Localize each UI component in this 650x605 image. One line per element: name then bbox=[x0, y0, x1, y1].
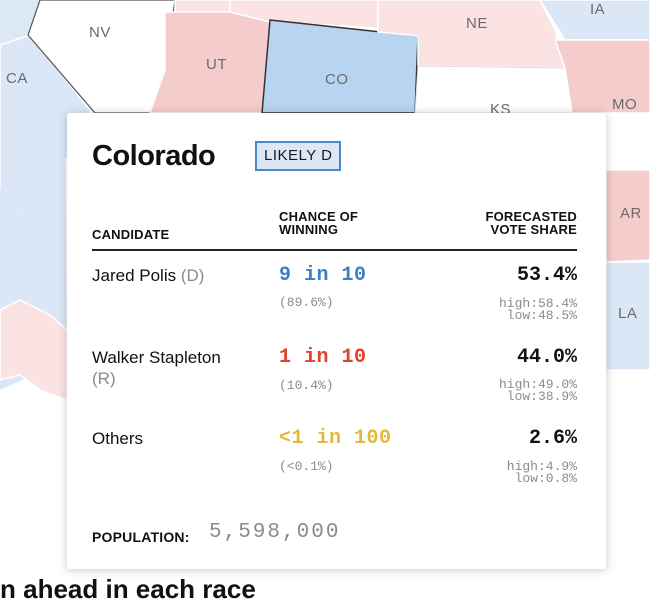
state-label-mo: MO bbox=[612, 96, 638, 113]
chance-percent: (10.4%) bbox=[279, 378, 334, 393]
chance-of-winning: 1 in 10 bbox=[279, 346, 367, 369]
header-divider bbox=[92, 249, 577, 251]
candidate-name: Others bbox=[92, 428, 143, 449]
map-lake bbox=[12, 197, 18, 203]
candidate-name-text: Walker Stapleton bbox=[92, 348, 221, 367]
map-state-ar[interactable] bbox=[605, 169, 650, 263]
vote-share-high: high:49.0% bbox=[498, 377, 577, 392]
candidate-name-text: Jared Polis bbox=[92, 266, 177, 285]
vote-share-low: low:0.8% bbox=[514, 471, 577, 486]
section-heading: n ahead in each race bbox=[0, 574, 256, 604]
state-label-ut: UT bbox=[206, 56, 227, 73]
state-label-ar: AR bbox=[620, 205, 642, 222]
population-label: POPULATION: bbox=[92, 529, 190, 545]
state-label-la: LA bbox=[618, 305, 638, 322]
vote-share-low: low:38.9% bbox=[506, 389, 577, 404]
chance-percent: (89.6%) bbox=[279, 295, 334, 310]
chance-header-line2: WINNING bbox=[279, 222, 339, 237]
population-value: 5,598,000 bbox=[209, 521, 341, 544]
vote-share-high: high:4.9% bbox=[506, 459, 577, 474]
state-label-nv: NV bbox=[89, 24, 111, 41]
chance-of-winning: <1 in 100 bbox=[279, 427, 392, 450]
state-forecast-card: Colorado LIKELY D CANDIDATE CHANCE OF WI… bbox=[67, 113, 606, 569]
forecasted-vote-share: 2.6% bbox=[528, 427, 577, 450]
map-state-la[interactable] bbox=[605, 261, 650, 371]
state-label-ia: IA bbox=[590, 1, 606, 18]
map-lake bbox=[20, 209, 24, 213]
rating-badge: LIKELY D bbox=[255, 141, 342, 171]
chance-of-winning: 9 in 10 bbox=[279, 264, 367, 287]
vote-share-low: low:48.5% bbox=[506, 308, 577, 323]
state-label-ne: NE bbox=[466, 15, 488, 32]
vote-share-range: high:49.0% low:38.9% bbox=[498, 377, 577, 404]
forecast-header-line1: FORECASTED bbox=[485, 209, 577, 224]
vote-share-range: high:58.4% low:48.5% bbox=[498, 296, 577, 323]
candidate-party: (D) bbox=[180, 266, 205, 285]
vote-share-range: high:4.9% low:0.8% bbox=[506, 459, 577, 486]
state-name: Colorado bbox=[92, 140, 216, 172]
state-label-co: CO bbox=[325, 71, 349, 88]
state-label-ca: CA bbox=[6, 70, 28, 87]
forecast-header-line2: VOTE SHARE bbox=[490, 222, 577, 237]
chance-header-line1: CHANCE OF bbox=[279, 209, 359, 224]
candidate-name: Jared Polis (D) bbox=[92, 265, 204, 286]
chance-column-header: CHANCE OF WINNING bbox=[279, 210, 358, 236]
forecast-column-header: FORECASTED VOTE SHARE bbox=[485, 210, 577, 236]
vote-share-high: high:58.4% bbox=[498, 296, 577, 311]
candidate-party: (R) bbox=[92, 369, 116, 388]
candidate-column-header: CANDIDATE bbox=[92, 227, 170, 242]
candidate-name-text: Others bbox=[92, 429, 144, 448]
forecasted-vote-share: 53.4% bbox=[516, 264, 577, 287]
chance-percent: (<0.1%) bbox=[279, 459, 334, 474]
candidate-name: Walker Stapleton (R) bbox=[92, 347, 221, 389]
map-state-mo[interactable] bbox=[553, 39, 650, 114]
map-state-ia[interactable] bbox=[539, 0, 650, 41]
forecasted-vote-share: 44.0% bbox=[516, 346, 577, 369]
